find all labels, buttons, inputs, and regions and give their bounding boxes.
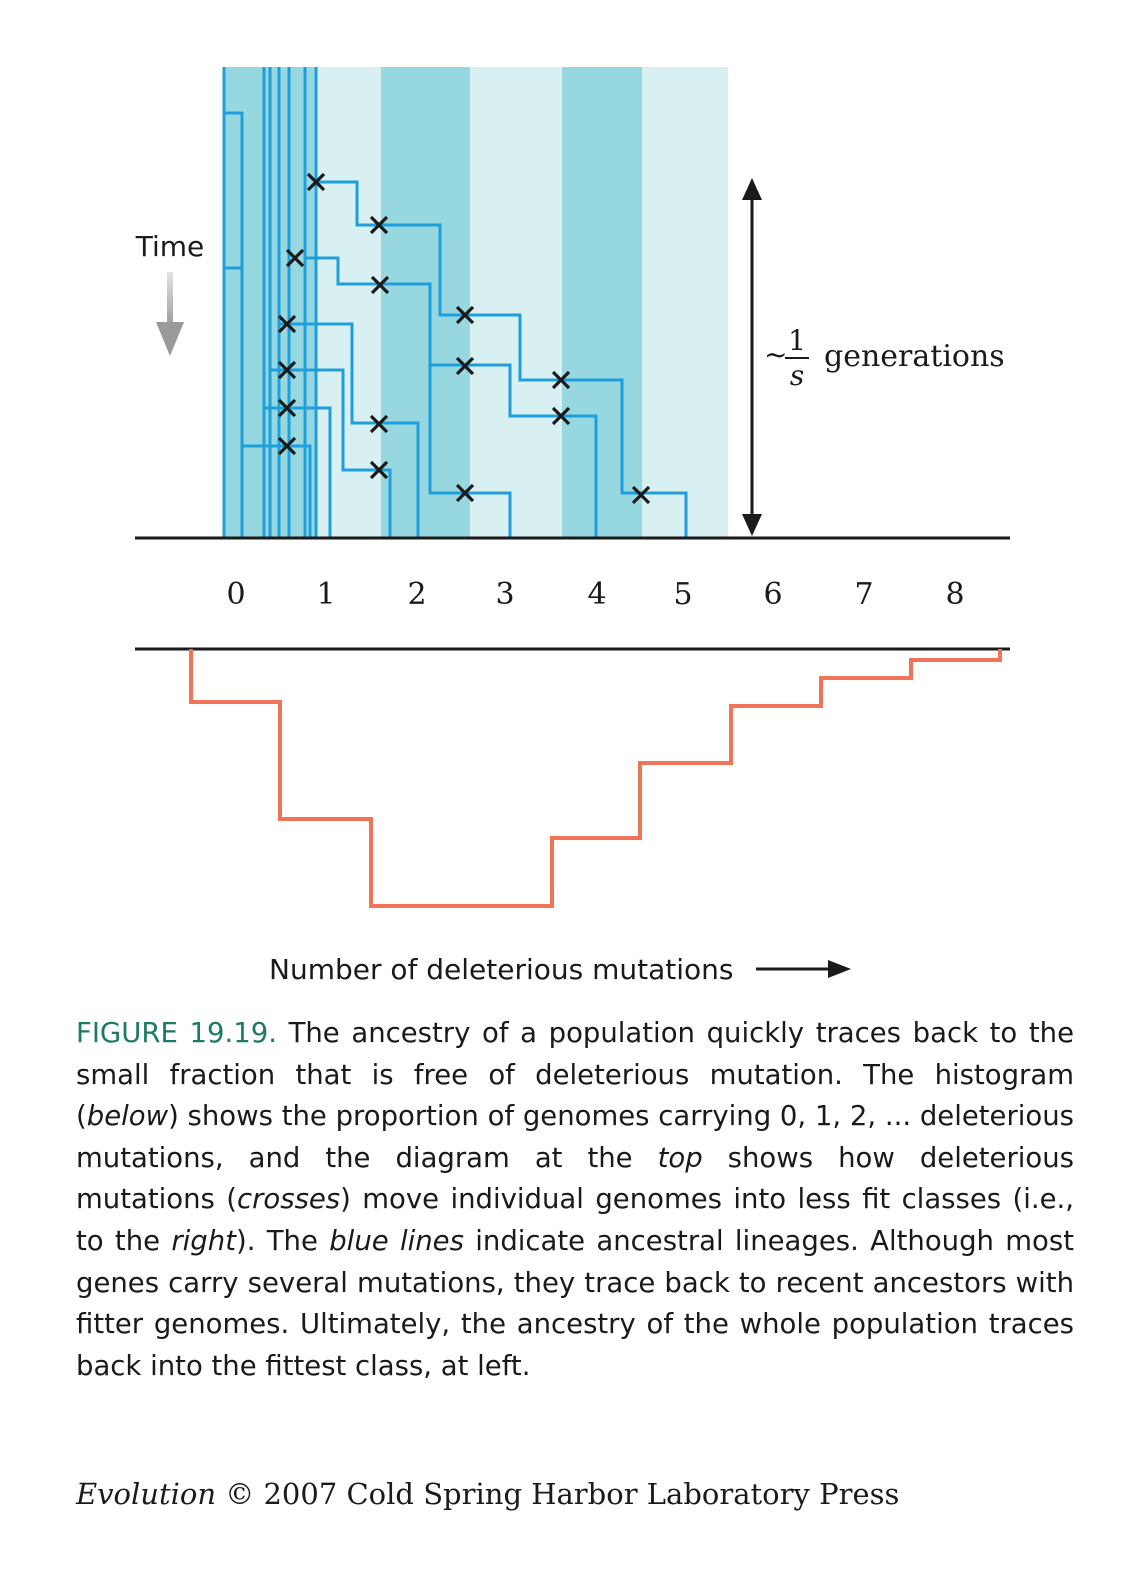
band-class-5 bbox=[642, 67, 728, 537]
mutation-cross-icon bbox=[277, 436, 297, 456]
generations-label: ~ 1 s generations bbox=[764, 324, 1005, 392]
caption-text: ) shows the proportion of genomes carryi… bbox=[76, 1100, 1074, 1174]
caption-emphasis: below bbox=[86, 1100, 169, 1133]
mutation-crosses bbox=[277, 172, 651, 505]
caption-text: shows how deleterious mutations ( bbox=[76, 1141, 1074, 1216]
generations-denominator: s bbox=[790, 359, 804, 392]
caption-emphasis: crosses bbox=[236, 1183, 341, 1216]
band-class-4 bbox=[562, 67, 642, 537]
mutation-cross-icon bbox=[277, 360, 297, 380]
figure-label: FIGURE 19.19. bbox=[76, 1017, 277, 1049]
ancestral-lineages bbox=[222, 67, 688, 537]
lineage-line bbox=[305, 256, 512, 537]
caption-text: indicate an­cestral lineages. Although m… bbox=[76, 1224, 1074, 1382]
lineage-line bbox=[270, 368, 392, 537]
caption-text: ) move individual genomes into less fit … bbox=[76, 1183, 1074, 1257]
book-title: Evolution bbox=[76, 1477, 217, 1511]
mutation-cross-icon bbox=[277, 314, 297, 334]
mutation-cross-icon bbox=[369, 215, 389, 235]
mutation-cross-icon bbox=[551, 406, 571, 426]
generations-arrow-icon bbox=[742, 178, 762, 536]
class-label-2: 2 bbox=[407, 577, 426, 612]
class-label-1: 1 bbox=[316, 577, 335, 612]
class-label-7: 7 bbox=[854, 577, 873, 612]
caption-text: ). The bbox=[235, 1224, 330, 1257]
ancestry-diagram: Time ~ 1 s generations 0 1 2 3 4 5 6 7 bbox=[135, 67, 1010, 986]
mutation-cross-icon bbox=[551, 370, 571, 390]
class-labels: 0 1 2 3 4 5 6 7 8 bbox=[226, 577, 964, 612]
mutation-cross-icon bbox=[285, 248, 305, 268]
band-class-2 bbox=[381, 67, 470, 537]
lineage-line bbox=[430, 363, 598, 537]
figure-caption: FIGURE 19.19. The ancestry of a populati… bbox=[76, 1013, 1074, 1387]
class-label-5: 5 bbox=[673, 577, 692, 612]
x-axis-label: Number of deleterious mutations bbox=[269, 953, 734, 986]
caption-emphasis: blue lines bbox=[329, 1224, 464, 1257]
time-label: Time bbox=[135, 230, 205, 263]
class-label-6: 6 bbox=[763, 577, 782, 612]
lineage-line bbox=[279, 322, 420, 537]
time-arrow-icon bbox=[156, 272, 184, 356]
mutation-cross-icon bbox=[277, 398, 297, 418]
right-arrow-icon bbox=[756, 960, 851, 978]
mutation-cross-icon bbox=[455, 483, 475, 503]
mutation-cross-icon bbox=[369, 414, 389, 434]
caption-text: The ancestry of a population quickly tra… bbox=[76, 1017, 1074, 1133]
class-label-8: 8 bbox=[945, 577, 964, 612]
band-class-1 bbox=[317, 67, 381, 537]
fitness-class-bands bbox=[224, 67, 728, 537]
caption-emphasis: top bbox=[657, 1141, 703, 1174]
generations-tilde: ~ bbox=[764, 338, 787, 371]
mutation-cross-icon bbox=[631, 485, 651, 505]
mutation-cross-icon bbox=[369, 460, 389, 480]
generations-text: generations bbox=[824, 339, 1005, 374]
class-label-3: 3 bbox=[495, 577, 514, 612]
generations-numerator: 1 bbox=[788, 324, 806, 357]
copyright-credit: Evolution © 2007 Cold Spring Harbor Labo… bbox=[76, 1477, 1076, 1511]
mutation-cross-icon bbox=[455, 356, 475, 376]
mutation-cross-icon bbox=[306, 172, 326, 192]
mutation-histogram bbox=[189, 649, 1002, 908]
credit-text: © 2007 Cold Spring Harbor Laboratory Pre… bbox=[216, 1477, 900, 1511]
class-label-0: 0 bbox=[226, 577, 245, 612]
mutation-cross-icon bbox=[370, 275, 390, 295]
caption-emphasis: right bbox=[171, 1224, 236, 1257]
class-label-4: 4 bbox=[587, 577, 606, 612]
band-class-3 bbox=[470, 67, 562, 537]
lineage-line bbox=[224, 111, 244, 537]
mutation-cross-icon bbox=[455, 305, 475, 325]
lineage-line bbox=[242, 444, 312, 537]
